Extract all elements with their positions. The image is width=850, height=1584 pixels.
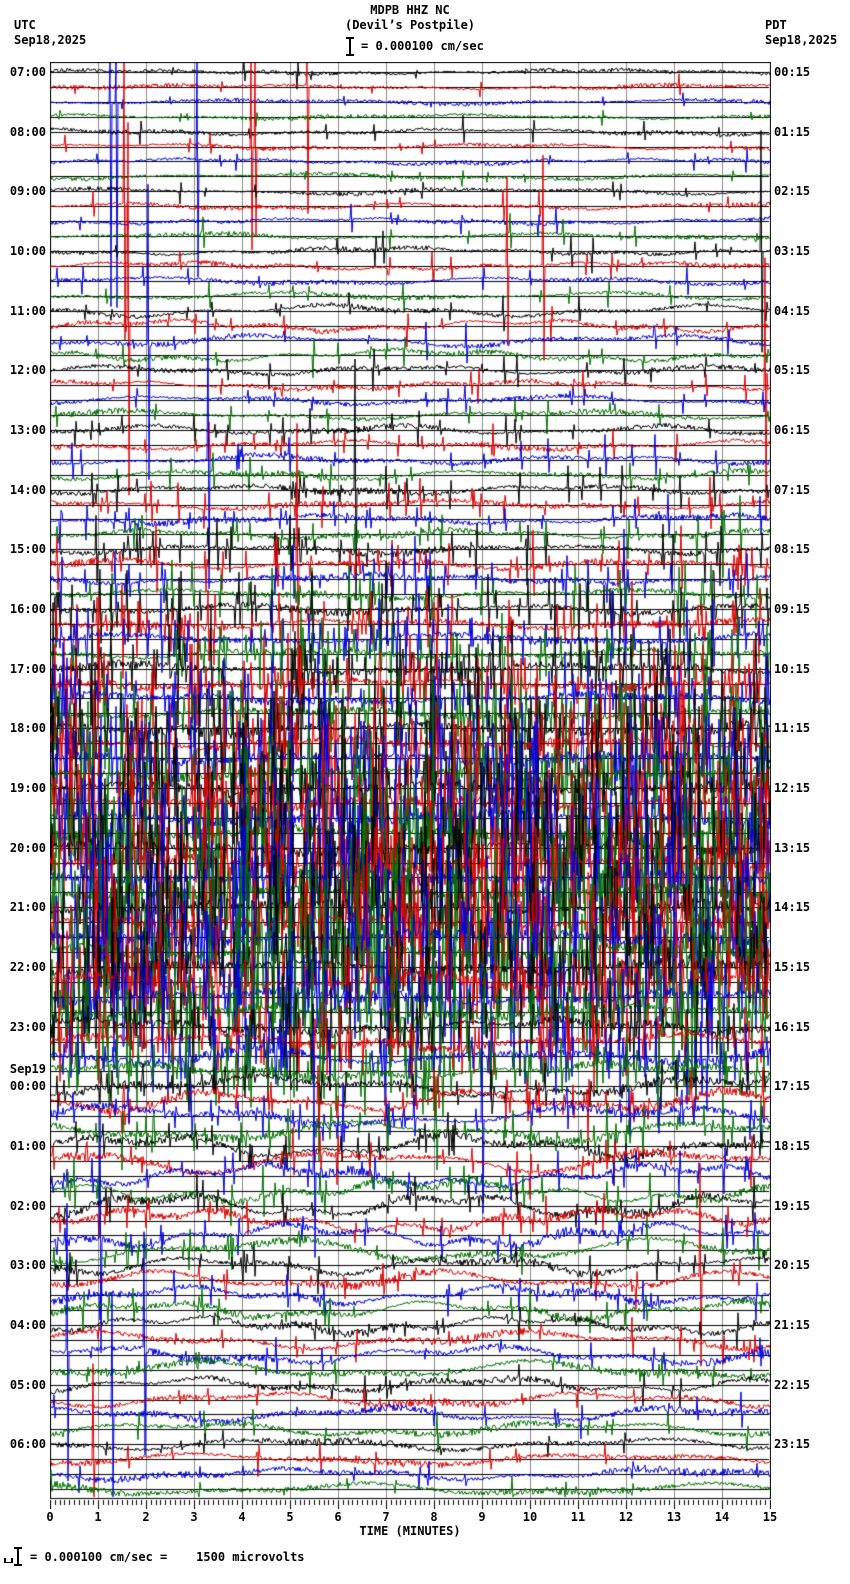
utc-hour-label: 19:00 xyxy=(9,780,46,795)
x-tick-label: 6 xyxy=(334,1510,342,1524)
pdt-hour-label: 10:15 xyxy=(774,661,811,676)
pdt-hour-label: 12:15 xyxy=(774,780,811,795)
pdt-hour-label: 03:15 xyxy=(774,243,811,258)
pdt-hour-label: 00:15 xyxy=(774,65,811,79)
utc-hour-label: 08:00 xyxy=(9,124,46,139)
x-tick-label: 12 xyxy=(618,1510,634,1524)
x-tick-label: 1 xyxy=(94,1510,102,1524)
utc-hour-label: 03:00 xyxy=(9,1258,46,1273)
pdt-hour-label: 01:15 xyxy=(774,124,811,139)
utc-hour-label: 01:00 xyxy=(9,1138,46,1153)
pdt-hour-label: 05:15 xyxy=(774,363,811,378)
scale-bar-icon xyxy=(346,37,354,56)
utc-hour-label: 21:00 xyxy=(9,900,46,915)
utc-hour-label: 07:00 xyxy=(9,65,46,79)
utc-hour-label: 16:00 xyxy=(9,601,46,616)
pdt-hour-label: 02:15 xyxy=(774,184,811,199)
page-title: MDPB HHZ NC xyxy=(370,3,450,17)
pdt-hour-label: 20:15 xyxy=(774,1258,811,1273)
pdt-hour-label: 15:15 xyxy=(774,959,811,974)
utc-hour-label: 23:00 xyxy=(9,1019,46,1034)
utc-hour-label: 13:00 xyxy=(9,422,46,437)
pdt-hour-label: 17:15 xyxy=(774,1079,811,1094)
utc-hour-label: 09:00 xyxy=(9,184,46,199)
pdt-hour-label: 11:15 xyxy=(774,721,811,736)
utc-hour-label: 04:00 xyxy=(9,1317,46,1332)
pdt-hour-label: 07:15 xyxy=(774,482,811,497)
x-tick-label: 4 xyxy=(238,1510,246,1524)
pdt-hour-label: 21:15 xyxy=(774,1317,811,1332)
header-scale-text: = 0.000100 cm/sec xyxy=(361,39,484,53)
pdt-hour-label: 22:15 xyxy=(774,1377,811,1392)
pdt-hour-label: 08:15 xyxy=(774,542,811,557)
header-amplitude-scale: = 0.000100 cm/sec xyxy=(346,37,484,56)
x-tick-label: 14 xyxy=(714,1510,730,1524)
footer-tick-mark-icon xyxy=(4,1558,13,1563)
x-tick-label: 0 xyxy=(46,1510,54,1524)
utc-hour-label: 18:00 xyxy=(9,721,46,736)
pdt-hour-label: 19:15 xyxy=(774,1198,811,1213)
footer-scale-bar-icon xyxy=(14,1547,22,1566)
x-tick-label: 10 xyxy=(522,1510,538,1524)
timezone-left-label: UTC xyxy=(14,18,36,32)
pdt-hour-label: 09:15 xyxy=(774,601,811,616)
utc-hour-label: 11:00 xyxy=(9,303,46,318)
pdt-hour-label: 23:15 xyxy=(774,1437,811,1452)
footer-scale-text: = 0.000100 cm/sec = 1500 microvolts xyxy=(30,1550,305,1564)
x-tick-label: 2 xyxy=(142,1510,150,1524)
utc-hour-label: 05:00 xyxy=(9,1377,46,1392)
page-subtitle: (Devil’s Postpile) xyxy=(344,18,476,32)
timezone-right-label: PDT xyxy=(765,18,787,32)
pdt-hour-label: 18:15 xyxy=(774,1138,811,1153)
utc-hour-label: 10:00 xyxy=(9,243,46,258)
utc-hour-label: 22:00 xyxy=(9,959,46,974)
pdt-hour-label: 16:15 xyxy=(774,1019,811,1034)
utc-hour-label: 17:00 xyxy=(9,661,46,676)
x-tick-label: 8 xyxy=(430,1510,438,1524)
utc-hour-label: 15:00 xyxy=(9,542,46,557)
x-tick-label: 3 xyxy=(190,1510,198,1524)
utc-hour-label: 02:00 xyxy=(9,1198,46,1213)
pdt-hour-label: 04:15 xyxy=(774,303,811,318)
pdt-hour-label: 13:15 xyxy=(774,840,811,855)
x-tick-label: 13 xyxy=(666,1510,682,1524)
utc-hour-label: 06:00 xyxy=(9,1437,46,1452)
x-tick-label: 9 xyxy=(478,1510,486,1524)
x-tick-label: 5 xyxy=(286,1510,294,1524)
utc-hour-label: 20:00 xyxy=(9,840,46,855)
utc-hour-label: 14:00 xyxy=(9,482,46,497)
utc-hour-label: 00:00 xyxy=(9,1079,46,1094)
x-tick-label: 11 xyxy=(570,1510,586,1524)
utc-date-rollover-label: Sep19 xyxy=(9,1062,46,1077)
seismogram-canvas xyxy=(50,62,771,1509)
date-right-label: Sep18,2025 xyxy=(765,33,838,47)
x-tick-label: 7 xyxy=(382,1510,390,1524)
x-tick-label: 15 xyxy=(762,1510,778,1524)
date-left-label: Sep18,2025 xyxy=(14,33,87,47)
pdt-hour-label: 14:15 xyxy=(774,900,811,915)
utc-hour-label: 12:00 xyxy=(9,363,46,378)
pdt-hour-label: 06:15 xyxy=(774,422,811,437)
x-axis-title: TIME (MINUTES) xyxy=(359,1524,461,1538)
